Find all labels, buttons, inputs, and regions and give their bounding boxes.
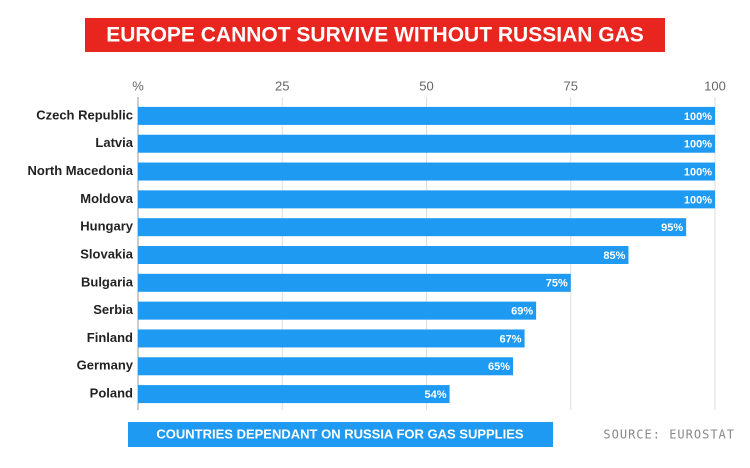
- category-label: North Macedonia: [28, 163, 134, 178]
- title-banner: [85, 18, 665, 52]
- value-label: 100%: [684, 139, 712, 151]
- value-label: 100%: [684, 111, 712, 123]
- value-label: 69%: [511, 306, 533, 318]
- bar: [138, 273, 571, 292]
- category-label: Germany: [77, 358, 134, 373]
- bar: [138, 106, 715, 125]
- category-label: Bulgaria: [81, 274, 134, 289]
- value-label: 75%: [546, 278, 568, 290]
- chart-title: EUROPE CANNOT SURVIVE WITHOUT RUSSIAN GA…: [106, 24, 644, 47]
- value-label: 100%: [684, 194, 712, 206]
- bar: [138, 329, 525, 348]
- x-tick-label: 100: [704, 78, 726, 93]
- category-label: Czech Republic: [36, 107, 133, 122]
- bar: [138, 385, 450, 404]
- subtitle-box: [128, 422, 553, 447]
- bar: [138, 190, 715, 209]
- x-tick-label: 50: [419, 78, 433, 93]
- value-label: 100%: [684, 166, 712, 178]
- value-label: 85%: [603, 250, 625, 262]
- x-tick-label: %: [132, 78, 144, 93]
- bar: [138, 134, 715, 153]
- bar: [138, 301, 537, 320]
- source: SOURCE: EUROSTAT: [603, 428, 735, 442]
- category-label: Finland: [87, 330, 133, 345]
- bar: [138, 218, 687, 237]
- x-tick-label: 75: [564, 78, 578, 93]
- bar: [138, 357, 514, 376]
- value-label: 65%: [488, 361, 510, 373]
- category-label: Latvia: [95, 135, 133, 150]
- category-label: Hungary: [80, 219, 134, 234]
- value-label: 54%: [425, 389, 447, 401]
- subtitle: COUNTRIES DEPENDANT ON RUSSIA FOR GAS SU…: [156, 426, 523, 441]
- bar: [138, 246, 629, 264]
- value-label: 95%: [661, 222, 683, 234]
- category-label: Moldova: [80, 191, 133, 206]
- category-label: Serbia: [93, 302, 134, 317]
- category-label: Slovakia: [80, 246, 134, 261]
- value-label: 67%: [500, 333, 522, 345]
- category-label: Poland: [90, 386, 133, 401]
- x-tick-label: 25: [275, 78, 289, 93]
- bar: [138, 162, 715, 181]
